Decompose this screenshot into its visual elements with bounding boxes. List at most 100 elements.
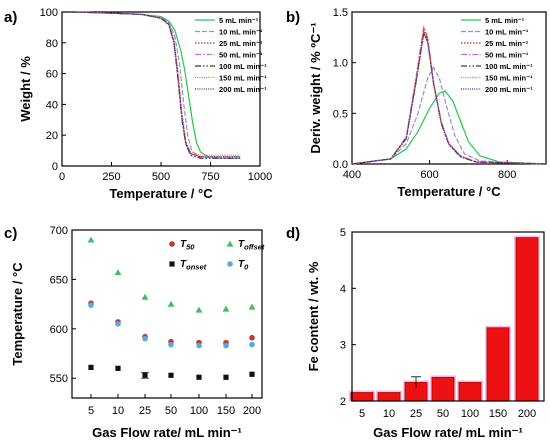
- c-panel-letter: c): [4, 225, 17, 242]
- a-x-tick-label: 750: [201, 171, 219, 183]
- c-point-toffset: [114, 269, 122, 276]
- d-x-tick-label: 10: [383, 408, 395, 420]
- c-plot-frame: [71, 229, 263, 399]
- c-x-axis-title: Gas Flow rate/ mL min⁻¹: [92, 425, 242, 440]
- c-y-tick-label: 700: [50, 225, 68, 237]
- a-legend-label: 5 mL min⁻¹: [219, 16, 259, 25]
- c-point-tonset: [142, 372, 148, 378]
- b-series-line: [351, 90, 547, 165]
- b-x-tick-label: 400: [343, 169, 361, 181]
- c-legend-marker: [169, 241, 175, 247]
- b-y-axis-title: Deriv. weight / % ºC⁻¹: [308, 22, 323, 153]
- b-y-tick-label: 0.5: [333, 108, 348, 120]
- d-x-tick-label: 5: [359, 408, 365, 420]
- d-x-tick-label: 200: [518, 408, 536, 420]
- d-x-tick-label: 50: [437, 408, 449, 420]
- c-point-toffset: [167, 300, 175, 307]
- c-x-tick-label: 200: [243, 405, 261, 417]
- b-legend-label: 50 mL min⁻¹: [485, 51, 529, 60]
- d-bar: [350, 392, 374, 402]
- c-point-toffset: [248, 303, 256, 310]
- a-legend-label: 50 mL min⁻¹: [219, 51, 263, 60]
- c-point-tonset: [168, 372, 174, 378]
- d-y-tick-label: 5: [340, 227, 346, 239]
- c-point-t0: [196, 342, 202, 349]
- a-series-line: [71, 11, 241, 158]
- c-legend-label: T0: [238, 259, 249, 272]
- c-legend-marker: [169, 261, 175, 267]
- c-x-tick-label: 5: [88, 405, 94, 417]
- c-point-t0: [168, 341, 174, 348]
- b-y-tick-label: 1.0: [333, 58, 348, 70]
- c-x-tick-label: 150: [217, 405, 235, 417]
- a-x-tick-label: 0: [59, 171, 65, 183]
- c-point-tonset: [88, 364, 94, 370]
- a-legend-label: 10 mL min⁻¹: [219, 28, 263, 37]
- b-panel-letter: b): [286, 9, 300, 26]
- panel-d-fe-content-bar-chart: d) 2 3 4 5 5 10 25 50 100 150 200 Gas Flow rate/ mL …: [286, 225, 545, 440]
- d-bar: [515, 237, 539, 402]
- b-x-tick-label: 800: [498, 169, 516, 181]
- d-y-axis-title: Fe content / wt. %: [306, 261, 321, 371]
- b-series-line: [351, 66, 547, 165]
- b-legend-label: 150 mL min⁻¹: [485, 74, 533, 83]
- c-point-tonset: [196, 374, 202, 380]
- panel-a-thermogravimetric-chart: a) 0 250 500 750 1000 0 20 40 60 80 100 Temperature …: [4, 7, 272, 201]
- d-x-tick-label: 150: [489, 408, 507, 420]
- a-legend-label: 100 mL min⁻¹: [219, 62, 267, 71]
- b-x-tick-label: 600: [420, 169, 438, 181]
- d-plot-frame: [351, 231, 545, 402]
- a-y-tick-label: 80: [46, 38, 58, 50]
- c-y-axis-title: Temperature / °C: [10, 262, 25, 366]
- b-plot-frame: [351, 11, 547, 165]
- b-legend-label: 200 mL min⁻¹: [485, 85, 533, 94]
- b-y-tick-label: 1.5: [333, 7, 348, 19]
- c-point-t0: [223, 342, 229, 349]
- a-y-tick-label: 20: [46, 130, 58, 142]
- b-legend-label: 25 mL min⁻¹: [485, 39, 529, 48]
- d-bar: [431, 376, 455, 402]
- d-bar: [458, 382, 482, 402]
- c-legend-label: Toffset: [238, 239, 265, 252]
- a-legend-label: 150 mL min⁻¹: [219, 74, 267, 83]
- a-x-axis-title: Temperature / °C: [109, 186, 213, 201]
- b-series-line: [351, 32, 547, 165]
- a-series-line: [71, 11, 241, 158]
- c-point-t50: [249, 334, 255, 341]
- a-y-tick-label: 100: [40, 7, 58, 19]
- c-x-tick-label: 50: [165, 405, 177, 417]
- c-point-t0: [88, 302, 94, 308]
- b-x-axis-title: Temperature / °C: [397, 184, 501, 199]
- d-y-tick-label: 3: [340, 340, 346, 352]
- a-series-line: [71, 11, 241, 156]
- c-point-toffset: [87, 236, 95, 243]
- c-legend-marker: [226, 240, 234, 247]
- c-point-t0: [142, 335, 148, 342]
- c-point-tonset: [115, 365, 121, 371]
- b-legend-label: 5 mL min⁻¹: [485, 16, 525, 25]
- c-point-t0: [249, 341, 255, 348]
- panel-b-derivative-weight-chart: b) 400 600 800 0.0 0.5 1.0 1.5 Temperature / °C D…: [286, 7, 547, 199]
- c-point-tonset: [249, 371, 255, 377]
- c-point-toffset: [195, 306, 203, 313]
- c-x-tick-label: 10: [112, 405, 124, 417]
- d-y-tick-label: 2: [340, 396, 346, 408]
- a-y-tick-label: 0: [52, 161, 58, 173]
- d-bar: [377, 392, 401, 402]
- d-x-axis-title: Gas Flow rate/ mL min⁻¹: [373, 425, 523, 440]
- d-panel-letter: d): [286, 225, 300, 242]
- a-y-axis-title: Weight / %: [18, 56, 33, 122]
- a-panel-letter: a): [4, 9, 17, 26]
- c-legend-marker: [227, 261, 233, 267]
- a-series-line: [71, 11, 241, 159]
- d-x-tick-label: 100: [461, 408, 479, 420]
- c-x-tick-label: 25: [139, 405, 151, 417]
- c-y-tick-label: 650: [50, 274, 68, 286]
- a-series-line: [71, 11, 241, 159]
- b-y-tick-label: 0.0: [333, 159, 348, 171]
- a-series-line: [71, 11, 241, 158]
- b-series-line: [351, 25, 547, 165]
- a-legend-label: 200 mL min⁻¹: [219, 85, 267, 94]
- b-legend-label: 100 mL min⁻¹: [485, 62, 533, 71]
